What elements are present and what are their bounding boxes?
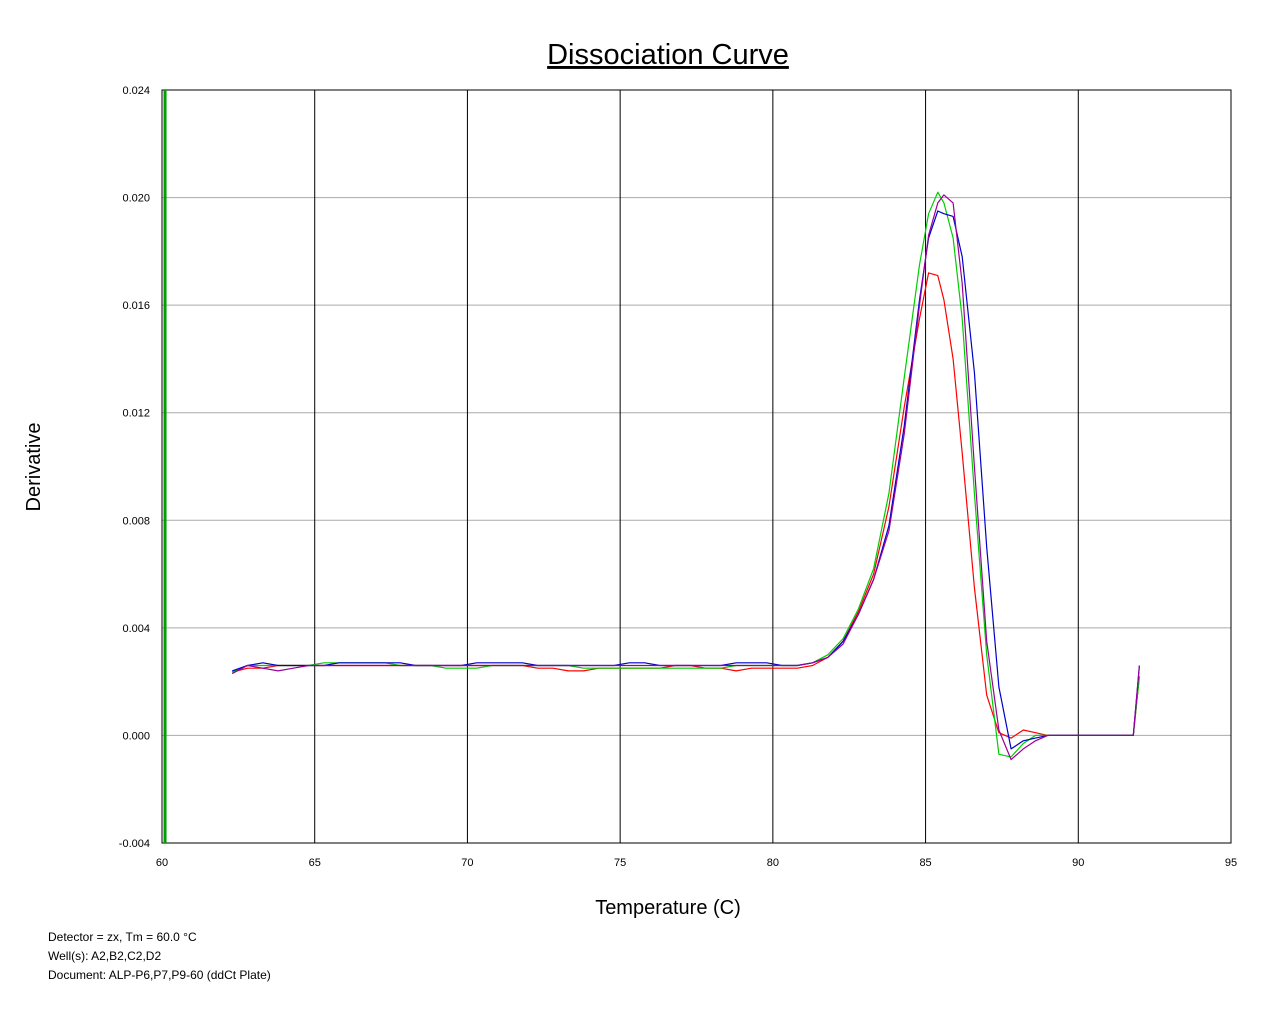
chart-title: Dissociation Curve (547, 39, 789, 71)
x-tick-label: 65 (309, 857, 321, 869)
y-tick-label: 0.024 (122, 85, 150, 97)
wells-info: Well(s): A2,B2,C2,D2 (48, 949, 162, 963)
x-tick-label: 60 (156, 857, 168, 869)
x-tick-label: 90 (1072, 857, 1084, 869)
y-tick-label: 0.012 (122, 408, 150, 420)
detector-info: Detector = zx, Tm = 60.0 °C (48, 930, 197, 944)
x-axis: 60 65 70 75 80 85 90 95 (156, 857, 1237, 869)
x-tick-label: 95 (1225, 857, 1237, 869)
y-tick-label: 0.016 (122, 300, 150, 312)
document-info: Document: ALP-P6,P7,P9-60 (ddCt Plate) (48, 968, 271, 982)
footer-info: Detector = zx, Tm = 60.0 °C Well(s): A2,… (48, 928, 271, 985)
y-axis-label: Derivative (23, 423, 45, 512)
grid (161, 89, 1232, 844)
y-tick-label: 0.020 (122, 193, 150, 205)
y-axis: -0.004 0.000 0.004 0.008 0.012 0.016 0.020 0.02… (119, 85, 150, 850)
x-axis-label: Temperature (C) (595, 897, 741, 919)
y-tick-label: 0.004 (122, 623, 150, 635)
x-tick-label: 80 (767, 857, 779, 869)
x-tick-label: 70 (461, 857, 473, 869)
y-tick-label: 0.000 (122, 730, 150, 742)
y-tick-label: 0.008 (122, 515, 150, 527)
plot-frame (161, 89, 1232, 844)
series-line-2 (231, 191, 1140, 758)
x-tick-label: 75 (614, 857, 626, 869)
series-group (231, 191, 1140, 761)
series-line-4 (231, 194, 1140, 761)
y-tick-label: -0.004 (119, 838, 150, 850)
x-tick-label: 85 (919, 857, 931, 869)
